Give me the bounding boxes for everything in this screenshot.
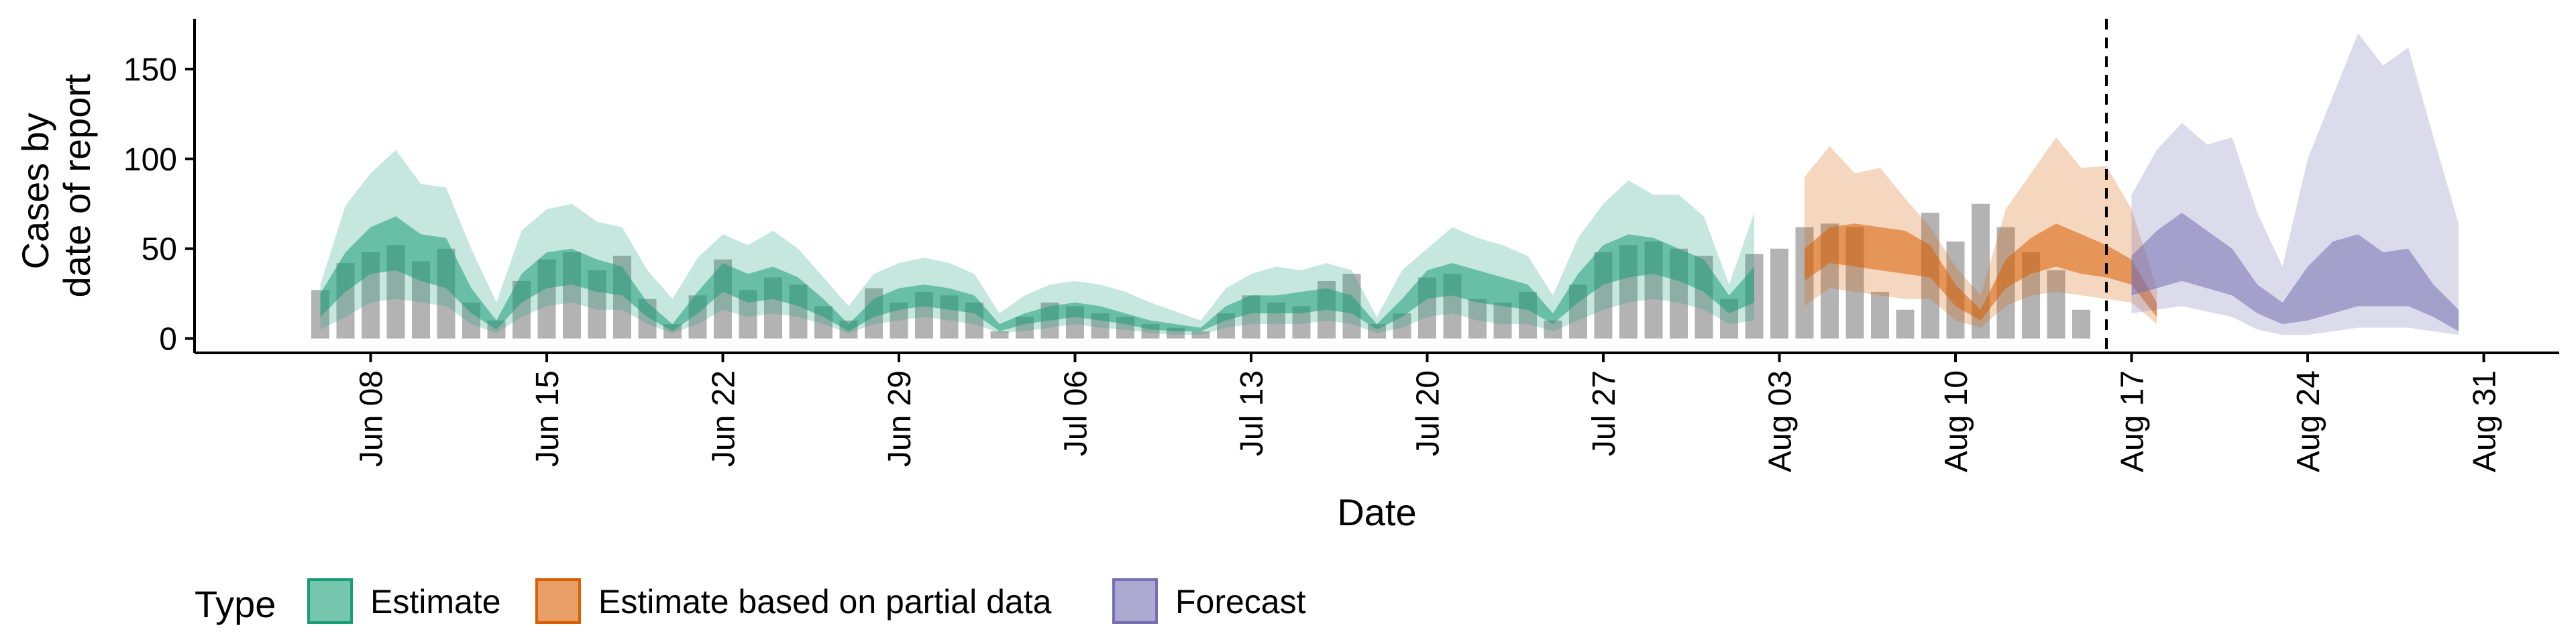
ribbon-90-estimate-based-on-partial-data (1805, 137, 2157, 328)
x-axis: Jun 08 Jun 15 Jun 22 Jun 29 Jul 06 Jul 13 Jul … (195, 352, 2559, 472)
bar (1191, 331, 1210, 339)
legend-label: Forecast (1175, 583, 1306, 621)
x-tick-label: Jun 15 (530, 370, 566, 467)
ribbon-50-estimate-based-on-partial-data (1805, 223, 2157, 321)
bar (1368, 324, 1386, 339)
y-tick-label: 100 (123, 142, 177, 178)
ribbon-50-forecast (2131, 213, 2459, 331)
x-tick-label: Aug 24 (2291, 370, 2326, 472)
legend-swatch (535, 578, 581, 624)
ribbon-50-estimate (320, 216, 1754, 331)
bar (1493, 303, 1512, 339)
x-tick-label: Jun 08 (354, 370, 390, 467)
legend-label: Estimate (370, 583, 501, 621)
x-tick-label: Aug 03 (1763, 370, 1799, 472)
ribbon-90-estimate (320, 150, 1754, 335)
plot-area (311, 19, 2459, 353)
bar (2072, 309, 2090, 339)
bar (1871, 291, 1889, 339)
y-tick-label: 150 (123, 52, 177, 88)
x-axis-title: Date (1337, 491, 1416, 533)
bar (1468, 299, 1487, 339)
legend-label: Estimate based on partial data (598, 583, 1052, 621)
bar (2047, 270, 2065, 339)
bar (1896, 309, 1915, 339)
x-tick-label: Jun 29 (882, 370, 918, 467)
y-axis-title-line-1: Cases by (14, 113, 56, 269)
x-tick-label: Aug 10 (1939, 370, 1974, 472)
x-tick-label: Jul 13 (1234, 370, 1270, 456)
ribbon-layer (320, 33, 2459, 335)
legend: Type Estimate Estimate based on partial d… (195, 578, 1306, 625)
x-tick-label: Jul 27 (1587, 370, 1622, 456)
x-tick-label: Jul 06 (1059, 370, 1094, 456)
x-tick-label: Aug 31 (2467, 370, 2503, 472)
y-tick-label: 0 (159, 322, 177, 358)
y-tick-label: 50 (142, 232, 177, 268)
y-axis-title: Cases by date of report (14, 74, 98, 298)
x-tick-label: Jul 20 (1411, 370, 1446, 456)
x-tick-label: Jun 22 (706, 370, 742, 467)
legend-swatch (1112, 578, 1158, 624)
y-axis-title-line-2: date of report (56, 74, 98, 298)
legend-title: Type (195, 583, 276, 625)
x-tick-label: Aug 17 (2115, 370, 2151, 472)
legend-swatch (307, 578, 353, 624)
bar (1770, 248, 1788, 339)
y-axis: 0 50 100 150 (123, 19, 196, 358)
bar (990, 331, 1009, 339)
